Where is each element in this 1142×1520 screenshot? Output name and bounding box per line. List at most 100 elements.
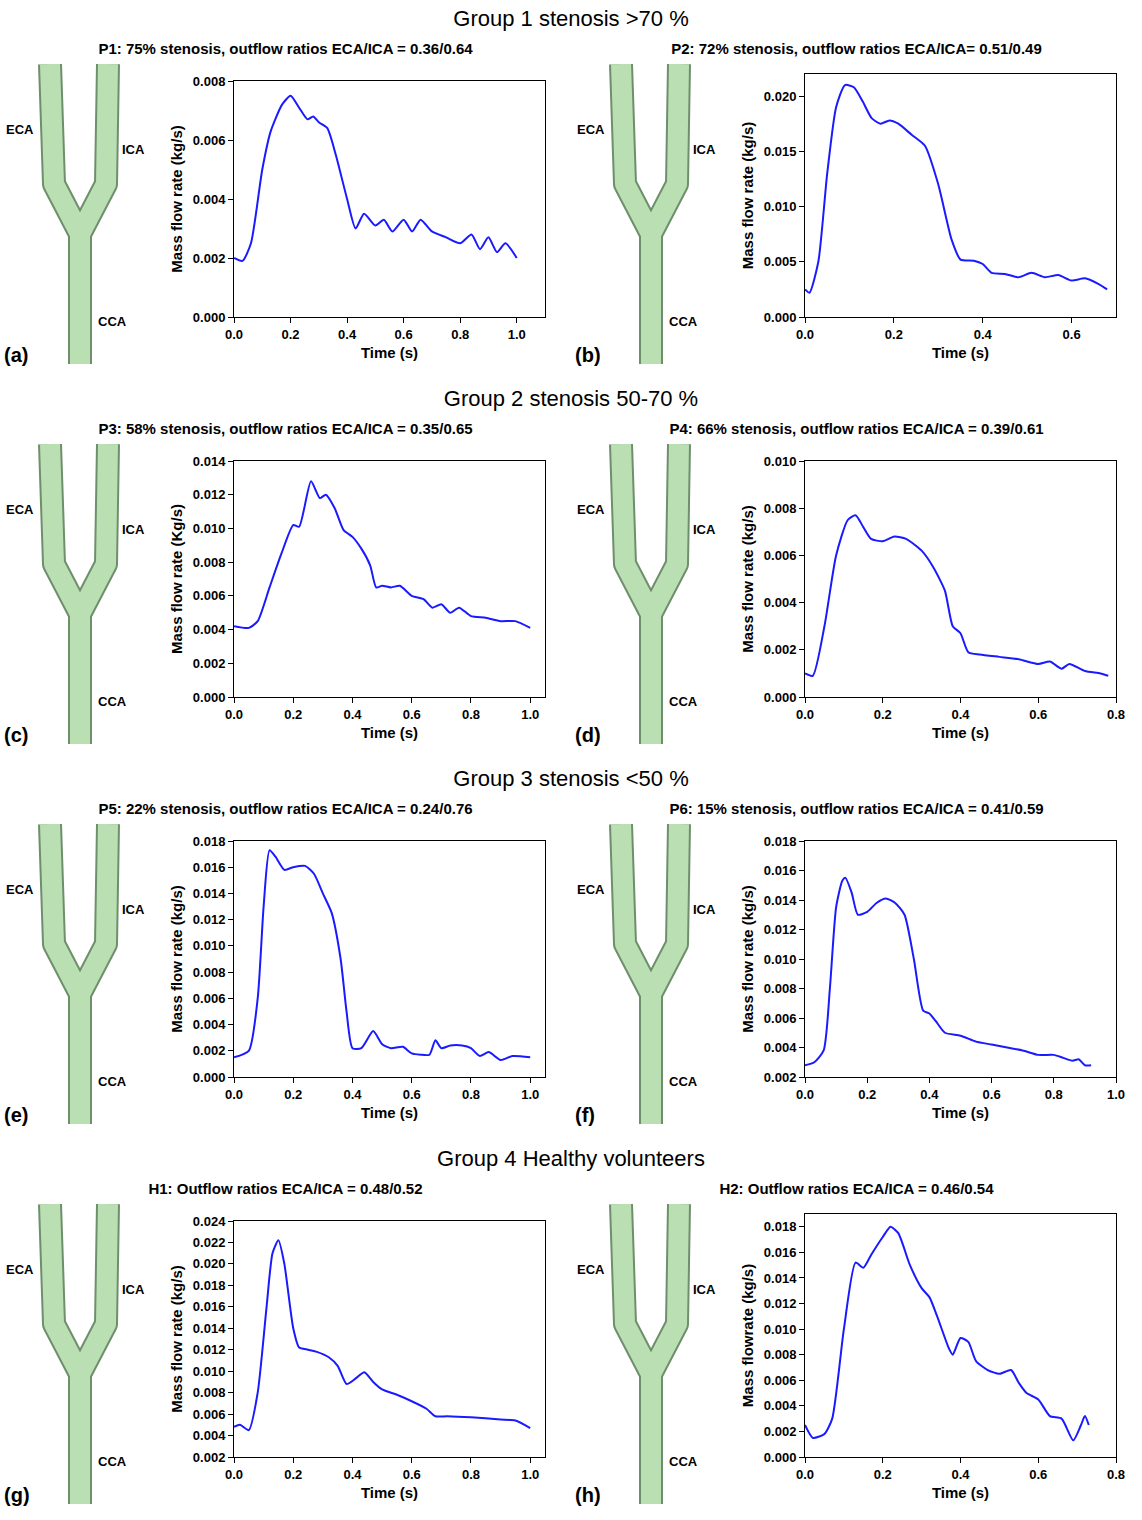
svg-text:0.0: 0.0 <box>796 1467 814 1482</box>
svg-text:0.012: 0.012 <box>764 922 797 937</box>
svg-text:0.008: 0.008 <box>764 1347 797 1362</box>
svg-text:0.002: 0.002 <box>193 251 226 266</box>
svg-text:0.016: 0.016 <box>193 1299 226 1314</box>
svg-text:0.008: 0.008 <box>764 501 797 516</box>
svg-text:ECA: ECA <box>6 122 34 137</box>
svg-text:0.8: 0.8 <box>451 327 469 342</box>
svg-text:CCA: CCA <box>669 694 698 709</box>
svg-text:0.002: 0.002 <box>193 1450 226 1465</box>
svg-text:1.0: 1.0 <box>1107 1087 1125 1102</box>
svg-text:(d): (d) <box>575 724 601 746</box>
svg-text:0.002: 0.002 <box>193 656 226 671</box>
svg-text:0.010: 0.010 <box>764 199 797 214</box>
svg-text:ECA: ECA <box>577 1262 605 1277</box>
svg-text:0.010: 0.010 <box>193 1364 226 1379</box>
svg-text:(c): (c) <box>4 724 28 746</box>
svg-text:0.006: 0.006 <box>193 133 226 148</box>
svg-text:0.6: 0.6 <box>395 327 413 342</box>
svg-text:0.006: 0.006 <box>193 588 226 603</box>
svg-text:ECA: ECA <box>6 1262 34 1277</box>
svg-text:0.0: 0.0 <box>796 327 814 342</box>
svg-text:Time (s): Time (s) <box>932 1484 989 1501</box>
svg-text:0.010: 0.010 <box>764 952 797 967</box>
svg-text:Mass flow rate (kg/s): Mass flow rate (kg/s) <box>739 505 756 653</box>
svg-text:(a): (a) <box>4 344 28 366</box>
svg-text:0.8: 0.8 <box>462 1087 480 1102</box>
svg-text:0.8: 0.8 <box>1107 1467 1125 1482</box>
svg-text:0.012: 0.012 <box>764 1296 797 1311</box>
svg-text:Time (s): Time (s) <box>361 1104 418 1121</box>
svg-text:Time (s): Time (s) <box>361 344 418 361</box>
svg-text:Mass flow rate (kg/s): Mass flow rate (kg/s) <box>168 125 185 273</box>
svg-text:0.6: 0.6 <box>403 707 421 722</box>
svg-text:0.8: 0.8 <box>1107 707 1125 722</box>
svg-text:0.006: 0.006 <box>764 1011 797 1026</box>
svg-text:0.2: 0.2 <box>282 327 300 342</box>
svg-text:Mass flow rate (kg/s): Mass flow rate (kg/s) <box>739 885 756 1033</box>
svg-text:0.008: 0.008 <box>193 965 226 980</box>
svg-text:0.010: 0.010 <box>193 521 226 536</box>
svg-text:0.0: 0.0 <box>796 707 814 722</box>
svg-text:ECA: ECA <box>577 502 605 517</box>
svg-text:CCA: CCA <box>669 314 698 329</box>
svg-text:0.6: 0.6 <box>403 1087 421 1102</box>
svg-text:1.0: 1.0 <box>508 327 526 342</box>
svg-text:0.0: 0.0 <box>225 327 243 342</box>
svg-text:ICA: ICA <box>122 902 145 917</box>
svg-text:(b): (b) <box>575 344 601 366</box>
svg-text:0.0: 0.0 <box>225 707 243 722</box>
svg-text:ECA: ECA <box>577 882 605 897</box>
svg-text:ICA: ICA <box>693 1282 716 1297</box>
svg-text:0.0: 0.0 <box>225 1467 243 1482</box>
svg-text:ICA: ICA <box>122 1282 145 1297</box>
svg-text:Mass flowrate (kg/s): Mass flowrate (kg/s) <box>739 1264 756 1407</box>
svg-text:CCA: CCA <box>98 1454 127 1469</box>
svg-text:0.006: 0.006 <box>193 991 226 1006</box>
svg-text:0.006: 0.006 <box>764 548 797 563</box>
svg-text:Mass flow rate (Kg/s): Mass flow rate (Kg/s) <box>168 504 185 654</box>
svg-text:0.000: 0.000 <box>764 310 797 325</box>
svg-text:0.008: 0.008 <box>193 74 226 89</box>
svg-text:Time (s): Time (s) <box>932 724 989 741</box>
svg-text:0.018: 0.018 <box>764 834 797 849</box>
svg-text:0.4: 0.4 <box>920 1087 939 1102</box>
svg-text:0.002: 0.002 <box>764 1424 797 1439</box>
svg-text:CCA: CCA <box>98 1074 127 1089</box>
svg-text:ECA: ECA <box>577 122 605 137</box>
svg-text:0.0: 0.0 <box>225 1087 243 1102</box>
svg-text:(f): (f) <box>575 1104 595 1126</box>
svg-text:0.4: 0.4 <box>343 1087 362 1102</box>
svg-text:ICA: ICA <box>693 522 716 537</box>
svg-text:0.2: 0.2 <box>874 707 892 722</box>
svg-text:CCA: CCA <box>669 1074 698 1089</box>
svg-text:0.2: 0.2 <box>885 327 903 342</box>
svg-text:0.005: 0.005 <box>764 254 797 269</box>
svg-text:0.2: 0.2 <box>874 1467 892 1482</box>
svg-text:1.0: 1.0 <box>521 707 539 722</box>
svg-text:0.012: 0.012 <box>193 912 226 927</box>
svg-text:0.014: 0.014 <box>193 1321 226 1336</box>
svg-text:0.6: 0.6 <box>1029 707 1047 722</box>
svg-text:0.004: 0.004 <box>193 1017 226 1032</box>
svg-text:0.004: 0.004 <box>193 192 226 207</box>
svg-text:0.000: 0.000 <box>193 1070 226 1085</box>
svg-text:0.008: 0.008 <box>764 981 797 996</box>
svg-text:ICA: ICA <box>122 142 145 157</box>
svg-text:0.4: 0.4 <box>974 327 993 342</box>
svg-text:0.2: 0.2 <box>284 1087 302 1102</box>
svg-text:Mass flow rate (kg/s): Mass flow rate (kg/s) <box>168 885 185 1033</box>
svg-text:0.006: 0.006 <box>764 1373 797 1388</box>
svg-text:Time (s): Time (s) <box>361 724 418 741</box>
svg-text:0.010: 0.010 <box>764 454 797 469</box>
svg-text:0.020: 0.020 <box>193 1256 226 1271</box>
svg-text:CCA: CCA <box>98 314 127 329</box>
svg-text:0.018: 0.018 <box>764 1219 797 1234</box>
svg-text:0.020: 0.020 <box>764 89 797 104</box>
svg-text:0.000: 0.000 <box>193 310 226 325</box>
svg-text:0.002: 0.002 <box>764 642 797 657</box>
svg-text:Mass flow rate (kg/s): Mass flow rate (kg/s) <box>168 1265 185 1413</box>
svg-text:1.0: 1.0 <box>521 1467 539 1482</box>
svg-text:0.4: 0.4 <box>343 707 362 722</box>
svg-text:0.014: 0.014 <box>764 893 797 908</box>
svg-text:0.008: 0.008 <box>193 1385 226 1400</box>
